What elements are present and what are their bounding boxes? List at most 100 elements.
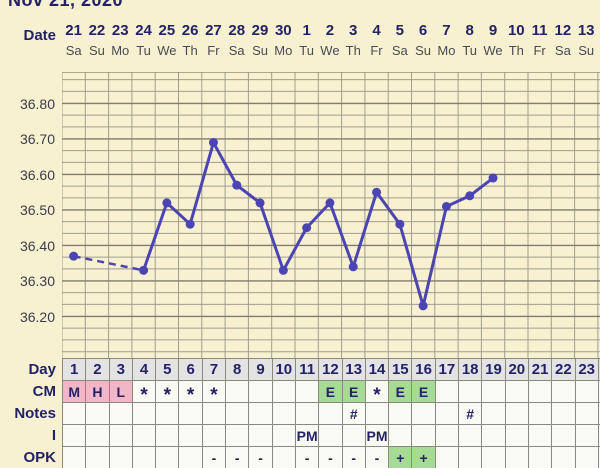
opk-cell[interactable] <box>459 446 483 468</box>
notes-cell[interactable] <box>598 402 600 424</box>
opk-cell[interactable] <box>482 446 506 468</box>
notes-cell[interactable] <box>272 402 296 424</box>
opk-cell[interactable]: - <box>365 446 390 468</box>
opk-cell[interactable]: - <box>202 446 227 468</box>
notes-cell[interactable] <box>86 402 110 424</box>
cm-cell[interactable] <box>575 380 599 402</box>
temp-data-point[interactable] <box>465 191 475 201</box>
opk-cell[interactable] <box>86 446 110 468</box>
cm-cell[interactable] <box>505 380 529 402</box>
temp-data-point[interactable] <box>139 265 149 275</box>
intercourse-cell[interactable] <box>226 424 250 446</box>
notes-cell[interactable] <box>63 402 87 424</box>
intercourse-cell[interactable] <box>389 424 413 446</box>
notes-cell[interactable] <box>505 402 529 424</box>
cm-cell[interactable] <box>435 380 460 402</box>
temp-data-point[interactable] <box>395 219 405 229</box>
cm-cell[interactable] <box>482 380 506 402</box>
opk-cell[interactable]: + <box>389 446 413 468</box>
intercourse-cell[interactable] <box>249 424 273 446</box>
intercourse-cell[interactable] <box>63 424 87 446</box>
notes-cell[interactable] <box>389 402 413 424</box>
cm-cell[interactable]: * <box>132 380 157 406</box>
cm-cell[interactable] <box>459 380 483 402</box>
intercourse-cell[interactable] <box>552 424 576 446</box>
intercourse-cell[interactable] <box>505 424 529 446</box>
intercourse-cell[interactable] <box>598 424 600 446</box>
notes-cell[interactable] <box>179 402 203 424</box>
intercourse-cell[interactable]: PM <box>365 424 390 446</box>
opk-cell[interactable] <box>598 446 600 468</box>
intercourse-cell[interactable] <box>412 424 436 446</box>
intercourse-cell[interactable] <box>156 424 180 446</box>
temp-data-point[interactable] <box>372 187 382 197</box>
cm-cell[interactable]: H <box>86 380 110 402</box>
opk-cell[interactable]: + <box>412 446 436 468</box>
notes-cell[interactable] <box>249 402 273 424</box>
temp-data-point[interactable] <box>255 198 265 208</box>
cm-cell[interactable]: E <box>319 380 343 402</box>
cm-cell[interactable]: * <box>156 380 180 406</box>
notes-cell[interactable] <box>435 402 460 424</box>
notes-cell[interactable] <box>482 402 506 424</box>
cm-cell[interactable] <box>226 380 250 402</box>
notes-cell[interactable] <box>202 402 227 424</box>
temp-data-point[interactable] <box>278 265 288 275</box>
opk-cell[interactable]: - <box>249 446 273 468</box>
temp-data-point[interactable] <box>418 301 428 311</box>
temp-data-point[interactable] <box>441 201 451 211</box>
notes-cell[interactable] <box>156 402 180 424</box>
opk-cell[interactable]: - <box>342 446 366 468</box>
intercourse-cell[interactable] <box>528 424 553 446</box>
cm-cell[interactable] <box>272 380 296 402</box>
notes-cell[interactable] <box>528 402 553 424</box>
cm-cell[interactable] <box>552 380 576 402</box>
opk-cell[interactable] <box>575 446 599 468</box>
notes-cell[interactable] <box>319 402 343 424</box>
cm-cell[interactable] <box>295 380 320 402</box>
temp-data-point[interactable] <box>232 180 242 190</box>
temp-data-point[interactable] <box>162 198 172 208</box>
temp-data-point[interactable] <box>208 138 218 148</box>
intercourse-cell[interactable] <box>179 424 203 446</box>
temp-data-point[interactable] <box>348 262 358 272</box>
cm-cell[interactable]: E <box>342 380 366 402</box>
cm-cell[interactable] <box>528 380 553 402</box>
cm-cell[interactable]: * <box>365 380 390 406</box>
cm-cell[interactable]: L <box>109 380 133 402</box>
intercourse-cell[interactable] <box>272 424 296 446</box>
cm-cell[interactable] <box>598 380 600 402</box>
notes-cell[interactable] <box>226 402 250 424</box>
temp-data-point[interactable] <box>185 219 195 229</box>
notes-cell[interactable] <box>295 402 320 424</box>
notes-cell[interactable]: # <box>342 402 366 424</box>
opk-cell[interactable]: - <box>226 446 250 468</box>
intercourse-cell[interactable] <box>319 424 343 446</box>
notes-cell[interactable] <box>552 402 576 424</box>
cm-cell[interactable]: * <box>202 380 227 406</box>
intercourse-cell[interactable] <box>575 424 599 446</box>
cm-cell[interactable] <box>249 380 273 402</box>
cm-cell[interactable]: * <box>179 380 203 406</box>
opk-cell[interactable]: - <box>319 446 343 468</box>
intercourse-cell[interactable] <box>86 424 110 446</box>
opk-cell[interactable] <box>528 446 553 468</box>
opk-cell[interactable] <box>552 446 576 468</box>
intercourse-cell[interactable]: PM <box>295 424 320 446</box>
opk-cell[interactable] <box>132 446 157 468</box>
intercourse-cell[interactable] <box>202 424 227 446</box>
notes-cell[interactable] <box>575 402 599 424</box>
opk-cell[interactable] <box>179 446 203 468</box>
temp-data-point[interactable] <box>302 223 312 233</box>
cm-cell[interactable]: M <box>63 380 87 402</box>
opk-cell[interactable] <box>505 446 529 468</box>
intercourse-cell[interactable] <box>435 424 460 446</box>
notes-cell[interactable] <box>412 402 436 424</box>
opk-cell[interactable] <box>435 446 460 468</box>
opk-cell[interactable] <box>156 446 180 468</box>
temp-data-point[interactable] <box>325 198 335 208</box>
temp-data-point[interactable] <box>488 173 498 183</box>
notes-cell[interactable] <box>109 402 133 424</box>
temp-data-point[interactable] <box>69 251 79 261</box>
cm-cell[interactable]: E <box>412 380 436 402</box>
